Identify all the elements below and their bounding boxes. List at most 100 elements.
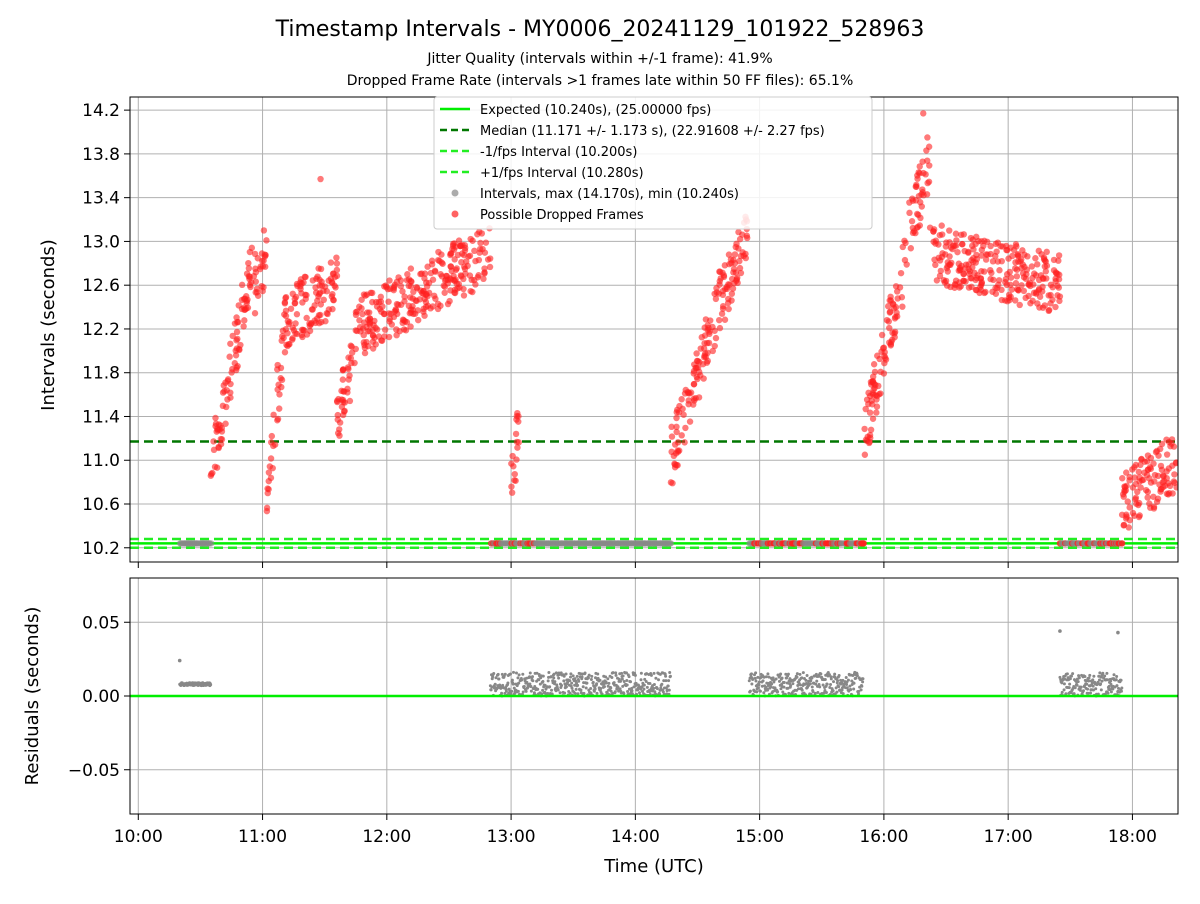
x-tick-label: 13:00 bbox=[487, 827, 536, 847]
dropped-frame-point bbox=[970, 258, 977, 266]
dropped-frame-point bbox=[482, 239, 490, 246]
dropped-frame-point bbox=[1007, 281, 1014, 289]
residual-point bbox=[829, 677, 833, 681]
residual-point bbox=[834, 686, 838, 690]
residual-point bbox=[568, 691, 572, 695]
dropped-frame-point bbox=[282, 294, 289, 302]
dropped-frame-point bbox=[702, 350, 709, 357]
dropped-frame-point bbox=[211, 463, 219, 471]
dropped-frame-point bbox=[1165, 480, 1172, 487]
dropped-frame-point bbox=[694, 375, 701, 383]
residual-point bbox=[823, 678, 827, 682]
dropped-frame-point bbox=[453, 265, 460, 272]
dropped-frame-point bbox=[973, 251, 980, 259]
residual-point bbox=[648, 681, 652, 685]
residual-point bbox=[585, 681, 589, 685]
residual-point bbox=[844, 675, 848, 679]
dropped-frame-point bbox=[243, 293, 250, 300]
residual-point bbox=[804, 678, 808, 682]
residual-point bbox=[771, 676, 775, 680]
residual-point bbox=[1109, 690, 1113, 694]
dropped-frame-point bbox=[987, 275, 994, 283]
dropped-frame-point bbox=[441, 289, 448, 296]
residual-point bbox=[490, 685, 494, 689]
dropped-frame-point bbox=[951, 284, 958, 291]
dropped-frame-point bbox=[298, 331, 305, 339]
dropped-frame-point bbox=[360, 291, 368, 298]
residual-point bbox=[762, 675, 766, 679]
dropped-frame-point bbox=[278, 337, 285, 344]
dropped-frame-point bbox=[227, 340, 234, 347]
residual-point bbox=[548, 685, 552, 689]
residual-point bbox=[576, 692, 580, 696]
dropped-frame-point bbox=[735, 228, 742, 236]
residual-point bbox=[589, 677, 593, 681]
residual-point bbox=[1097, 678, 1101, 682]
dropped-frame-point bbox=[238, 281, 246, 289]
residual-point bbox=[1060, 681, 1064, 685]
dropped-frame-point bbox=[369, 345, 377, 352]
residual-point bbox=[500, 672, 504, 676]
residual-point bbox=[791, 682, 795, 686]
dropped-frame-point bbox=[882, 354, 889, 362]
residual-point bbox=[552, 676, 556, 680]
dropped-frame-point bbox=[315, 265, 322, 272]
residual-point bbox=[1092, 674, 1096, 678]
residual-point bbox=[817, 683, 821, 687]
dropped-frame-point bbox=[1173, 459, 1178, 466]
dropped-frame-point bbox=[399, 288, 406, 295]
dropped-frame-point bbox=[992, 240, 1000, 248]
dropped-frame-point bbox=[960, 277, 967, 284]
dropped-frame-point bbox=[1041, 257, 1049, 264]
dropped-frame-point bbox=[388, 321, 395, 328]
dropped-frame-point bbox=[874, 352, 881, 359]
residual-point bbox=[609, 689, 613, 693]
residual-point bbox=[837, 685, 841, 689]
residual-point bbox=[754, 679, 758, 683]
residual-point bbox=[554, 671, 558, 675]
residual-point bbox=[595, 691, 599, 695]
residual-point bbox=[627, 675, 631, 679]
residual-point bbox=[781, 690, 785, 694]
dropped-frame-point bbox=[1141, 458, 1148, 465]
residual-point bbox=[786, 672, 790, 676]
residual-point bbox=[667, 688, 671, 692]
dropped-frame-point bbox=[1013, 273, 1021, 280]
dropped-frame-point bbox=[229, 332, 236, 340]
dropped-frame-point bbox=[438, 251, 445, 258]
dropped-frame-point bbox=[988, 269, 995, 277]
residual-point bbox=[800, 688, 804, 692]
dropped-frame-point bbox=[1146, 464, 1154, 471]
residual-point bbox=[496, 672, 500, 676]
residual-point bbox=[664, 679, 668, 683]
residual-point bbox=[546, 679, 550, 683]
bottom-y-tick-label: 0.05 bbox=[82, 613, 120, 633]
dropped-frame-point bbox=[1163, 474, 1170, 482]
dropped-frame-point bbox=[1039, 304, 1047, 311]
residual-point bbox=[557, 676, 561, 680]
residual-point bbox=[528, 682, 532, 686]
dropped-frame-point bbox=[244, 304, 252, 311]
residual-point bbox=[582, 691, 586, 695]
dropped-frame-point bbox=[510, 463, 517, 470]
dropped-frame-point bbox=[1045, 292, 1052, 299]
residual-point bbox=[1103, 674, 1107, 678]
top-y-tick-label: 11.0 bbox=[82, 451, 120, 471]
residual-point bbox=[537, 678, 541, 682]
dropped-frame-point bbox=[345, 365, 352, 373]
residual-point bbox=[511, 670, 515, 674]
residual-point bbox=[1063, 677, 1067, 681]
dropped-frame-point bbox=[291, 295, 298, 303]
residual-point bbox=[529, 685, 533, 689]
dropped-frame-point bbox=[980, 242, 987, 250]
dropped-frame-point bbox=[352, 311, 360, 319]
dropped-frame-point bbox=[1003, 271, 1011, 278]
dropped-frame-point bbox=[1015, 258, 1022, 265]
residual-point bbox=[564, 685, 568, 689]
dropped-frame-point bbox=[320, 296, 327, 304]
dropped-frame-point bbox=[1120, 521, 1128, 529]
residual-point bbox=[1119, 689, 1123, 693]
residual-point bbox=[854, 676, 858, 680]
residual-point bbox=[556, 688, 560, 692]
residual-point bbox=[1058, 675, 1062, 679]
